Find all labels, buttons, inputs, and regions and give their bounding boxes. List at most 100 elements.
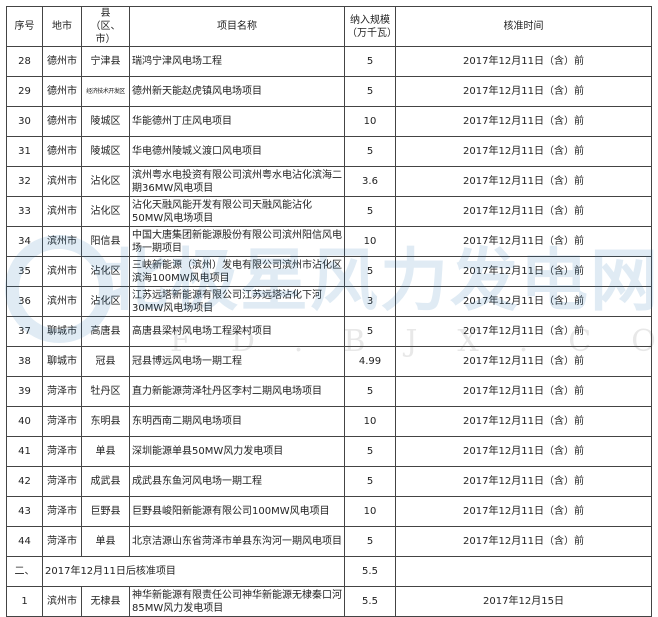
- cell-project-name: 直力新能源菏泽牡丹区李村二期风电场项目: [129, 376, 345, 407]
- cell-county: 沾化区: [81, 196, 130, 227]
- table-row: 37 聊城市 高唐县 高唐县梁村风电场工程梁村项目 5 2017年12月11日（含）前: [6, 316, 652, 347]
- cell-city: 菏泽市: [42, 436, 82, 467]
- cell-county: 成武县: [81, 466, 130, 497]
- cell-city: 菏泽市: [42, 496, 82, 527]
- cell-county: 沾化区: [81, 286, 130, 317]
- cell-project-name: 冠县博远风电场一期工程: [129, 346, 345, 377]
- section-title: 2017年12月11日后核准项目: [42, 556, 345, 587]
- cell-county: 宁津县: [81, 46, 130, 77]
- header-project-name: 项目名称: [129, 6, 345, 47]
- cell-scale: 4.99: [344, 346, 396, 377]
- cell-approval-date: 2017年12月11日（含）前: [395, 436, 652, 467]
- cell-county: 巨野县: [81, 496, 130, 527]
- cell-scale: 5: [344, 76, 396, 107]
- table-row: 1 滨州市 无棣县 神华新能源有限责任公司神华新能源无棣秦口河85MW风力发电项目 5.…: [6, 586, 652, 617]
- cell-approval-date: 2017年12月11日（含）前: [395, 136, 652, 167]
- cell-county: 无棣县: [81, 586, 130, 617]
- cell-county: 冠县: [81, 346, 130, 377]
- cell-no: 37: [6, 316, 43, 347]
- cell-project-name: 高唐县梁村风电场工程梁村项目: [129, 316, 345, 347]
- cell-scale: 5: [344, 46, 396, 77]
- cell-city: 菏泽市: [42, 376, 82, 407]
- cell-county: 陵城区: [81, 106, 130, 137]
- cell-city: 滨州市: [42, 256, 82, 287]
- cell-county: 牡丹区: [81, 376, 130, 407]
- cell-scale: 10: [344, 106, 396, 137]
- cell-city: 滨州市: [42, 586, 82, 617]
- cell-scale: 5: [344, 376, 396, 407]
- cell-approval-date: 2017年12月11日（含）前: [395, 376, 652, 407]
- table-row: 36 滨州市 沾化区 江苏远塔新能源有限公司江苏远塔沾化下河30MW风电场项目 3 201…: [6, 286, 652, 317]
- cell-approval-date: 2017年12月11日（含）前: [395, 166, 652, 197]
- table-row: 40 菏泽市 东明县 东明西南二期风电场项目 10 2017年12月11日（含）前: [6, 406, 652, 437]
- cell-no: 44: [6, 526, 43, 557]
- cell-approval-date: 2017年12月11日（含）前: [395, 346, 652, 377]
- table-row: 39 菏泽市 牡丹区 直力新能源菏泽牡丹区李村二期风电场项目 5 2017年12月11日（…: [6, 376, 652, 407]
- cell-scale: 10: [344, 496, 396, 527]
- cell-county: 东明县: [81, 406, 130, 437]
- cell-county: 沾化区: [81, 256, 130, 287]
- cell-county: 陵城区: [81, 136, 130, 167]
- cell-project-name: 华电德州陵城义渡口风电项目: [129, 136, 345, 167]
- cell-no: 32: [6, 166, 43, 197]
- cell-approval-date: 2017年12月15日: [395, 586, 652, 617]
- cell-no: 30: [6, 106, 43, 137]
- cell-no: 39: [6, 376, 43, 407]
- cell-city: 菏泽市: [42, 466, 82, 497]
- section-empty: [395, 556, 652, 587]
- cell-city: 德州市: [42, 46, 82, 77]
- header-row: 序号 地市 县 （区、市） 项目名称 纳入规模 （万千瓦） 核准时间: [6, 6, 652, 47]
- cell-scale: 5: [344, 316, 396, 347]
- cell-project-name: 江苏远塔新能源有限公司江苏远塔沾化下河30MW风电场项目: [129, 286, 345, 317]
- table-row: 38 聊城市 冠县 冠县博远风电场一期工程 4.99 2017年12月11日（含）前: [6, 346, 652, 377]
- cell-project-name: 沾化天融风能开发有限公司天融风能沾化50MW风电场项目: [129, 196, 345, 227]
- table-row: 44 菏泽市 单县 北京洁源山东省菏泽市单县东沟河一期风电项目 5 2017年12月11日…: [6, 526, 652, 557]
- cell-project-name: 神华新能源有限责任公司神华新能源无棣秦口河85MW风力发电项目: [129, 586, 345, 617]
- cell-city: 滨州市: [42, 226, 82, 257]
- cell-project-name: 三峡新能源（滨州）发电有限公司滨州市沾化区滨海100MW风电项目: [129, 256, 345, 287]
- section-row: 二、 2017年12月11日后核准项目 5.5: [6, 556, 652, 587]
- cell-project-name: 瑞鸿宁津风电场工程: [129, 46, 345, 77]
- cell-scale: 5: [344, 136, 396, 167]
- header-approval-date: 核准时间: [395, 6, 652, 47]
- cell-no: 42: [6, 466, 43, 497]
- cell-no: 1: [6, 586, 43, 617]
- table-row: 35 滨州市 沾化区 三峡新能源（滨州）发电有限公司滨州市沾化区滨海100MW风电项目…: [6, 256, 652, 287]
- table-row: 33 滨州市 沾化区 沾化天融风能开发有限公司天融风能沾化50MW风电场项目 5 2017…: [6, 196, 652, 227]
- table-row: 32 滨州市 沾化区 滨州粤水电投资有限公司滨州粤水电沾化滨海二期36MW风电项目 3.…: [6, 166, 652, 197]
- table-row: 43 菏泽市 巨野县 巨野县峻阳新能源有限公司100MW风电项目 10 2017年12月1…: [6, 496, 652, 527]
- cell-scale: 10: [344, 226, 396, 257]
- cell-project-name: 华能德州丁庄风电项目: [129, 106, 345, 137]
- table-row: 28 德州市 宁津县 瑞鸿宁津风电场工程 5 2017年12月11日（含）前: [6, 46, 652, 77]
- cell-scale: 10: [344, 406, 396, 437]
- cell-city: 聊城市: [42, 346, 82, 377]
- cell-approval-date: 2017年12月11日（含）前: [395, 496, 652, 527]
- cell-project-name: 北京洁源山东省菏泽市单县东沟河一期风电项目: [129, 526, 345, 557]
- cell-county: 阳信县: [81, 226, 130, 257]
- table-row: 34 滨州市 阳信县 中国大唐集团新能源股份有限公司滨州阳信风电场一期项目 10 2017…: [6, 226, 652, 257]
- cell-scale: 5: [344, 526, 396, 557]
- cell-approval-date: 2017年12月11日（含）前: [395, 286, 652, 317]
- table-row: 42 菏泽市 成武县 成武县东鱼河风电场一期工程 5 2017年12月11日（含）前: [6, 466, 652, 497]
- cell-scale: 5.5: [344, 586, 396, 617]
- cell-project-name: 中国大唐集团新能源股份有限公司滨州阳信风电场一期项目: [129, 226, 345, 257]
- cell-no: 29: [6, 76, 43, 107]
- cell-city: 滨州市: [42, 166, 82, 197]
- cell-project-name: 滨州粤水电投资有限公司滨州粤水电沾化滨海二期36MW风电项目: [129, 166, 345, 197]
- cell-approval-date: 2017年12月11日（含）前: [395, 196, 652, 227]
- cell-approval-date: 2017年12月11日（含）前: [395, 466, 652, 497]
- cell-approval-date: 2017年12月11日（含）前: [395, 406, 652, 437]
- cell-project-name: 成武县东鱼河风电场一期工程: [129, 466, 345, 497]
- cell-no: 31: [6, 136, 43, 167]
- table-row: 41 菏泽市 单县 深圳能源单县50MW风力发电项目 5 2017年12月11日（含）前: [6, 436, 652, 467]
- cell-no: 33: [6, 196, 43, 227]
- cell-approval-date: 2017年12月11日（含）前: [395, 256, 652, 287]
- cell-no: 41: [6, 436, 43, 467]
- cell-no: 34: [6, 226, 43, 257]
- cell-approval-date: 2017年12月11日（含）前: [395, 106, 652, 137]
- cell-county: 经济技术开发区: [81, 76, 130, 107]
- cell-project-name: 深圳能源单县50MW风力发电项目: [129, 436, 345, 467]
- header-city: 地市: [42, 6, 82, 47]
- cell-city: 菏泽市: [42, 526, 82, 557]
- cell-city: 滨州市: [42, 196, 82, 227]
